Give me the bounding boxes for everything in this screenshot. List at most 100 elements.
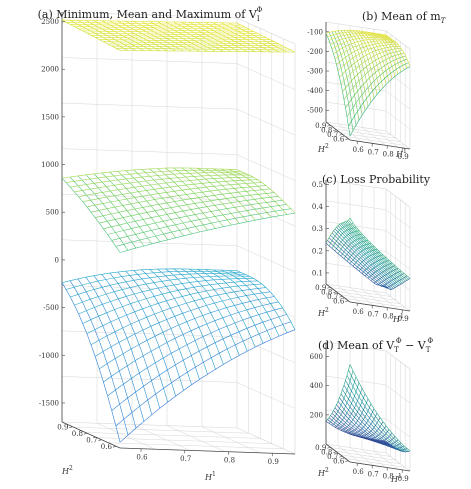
floor-gridline	[361, 449, 387, 468]
panel-d-ylabel: H2	[317, 467, 329, 478]
side-wall-gridline	[236, 108, 296, 136]
back-wall-gridline	[325, 262, 387, 273]
floor-gridline	[201, 426, 261, 454]
y-tick-label: 0.9	[315, 122, 326, 130]
panel-d-surface	[325, 364, 411, 453]
mesh-line	[115, 47, 291, 51]
panel-c-title: (c) Loss Probability	[322, 173, 431, 186]
mesh-line	[66, 22, 242, 26]
y-tick	[333, 451, 337, 454]
back-wall-gridline	[61, 239, 238, 247]
x-tick-label: 0.6	[353, 146, 365, 154]
floor-gridline	[345, 458, 406, 468]
mesh-line	[93, 275, 153, 415]
mesh-line	[82, 30, 258, 34]
y-tick	[345, 460, 349, 463]
x-tick-label: 0.9	[398, 475, 409, 483]
z-tick-label: 500	[46, 209, 59, 217]
back-wall-gridline	[325, 200, 387, 211]
mesh-line	[78, 176, 254, 197]
box-floor-edge	[325, 283, 387, 294]
back-wall-gridline	[61, 330, 238, 338]
panel-d-z-ticks: 600 400 200	[310, 353, 329, 419]
x-tick-label: 0.8	[383, 313, 394, 321]
b-surface-mesh	[325, 29, 411, 137]
mesh-line	[330, 35, 391, 45]
mesh-line	[334, 228, 396, 288]
panel-a-title: (a) Minimum, Mean and Maximum of VIΦ	[38, 6, 263, 23]
panel-b-y-ticks: 0.90.80.70.6	[315, 122, 349, 144]
floor-gridline	[335, 450, 396, 461]
x-tick-label: 0.8	[383, 151, 394, 159]
mesh-line	[94, 291, 271, 357]
mesh-line	[345, 55, 406, 109]
box-top-edge	[325, 21, 387, 32]
mesh-line	[334, 40, 396, 60]
y-axis	[325, 121, 351, 141]
mesh-line	[346, 58, 408, 118]
mesh-line	[339, 46, 400, 78]
mesh-line	[328, 33, 390, 41]
side-wall-gridline	[385, 209, 411, 229]
floor-gridline	[96, 437, 272, 444]
z-tick-label: 2000	[41, 66, 59, 74]
mesh-line	[343, 221, 405, 283]
floor-gridline	[335, 128, 396, 139]
panel-b-z-ticks: -100 -200 -300 -400 -500	[307, 28, 329, 115]
panel-c-z-ticks: 0.5 0.4 0.3 0.2 0.1	[312, 181, 329, 277]
mesh-line	[66, 169, 242, 183]
floor-gridline	[96, 422, 156, 450]
mesh-line	[343, 384, 405, 453]
y-axis	[61, 421, 121, 449]
y-tick-label: 0.6	[333, 136, 345, 144]
y-tick	[327, 286, 331, 289]
panel-d-xlabel: H1	[390, 473, 402, 484]
y-tick-label: 0.7	[327, 131, 338, 139]
y-tick	[339, 133, 343, 136]
z-tick-label: -200	[307, 48, 323, 56]
box-floor-edge	[236, 427, 296, 455]
panel-d-y-ticks: 0.90.80.70.6	[315, 444, 349, 466]
y-tick	[345, 300, 349, 303]
z-tick-label: 0.1	[312, 269, 323, 277]
mesh-line	[325, 420, 387, 442]
mean-surface	[61, 167, 296, 253]
side-wall-gridline	[236, 154, 296, 181]
mesh-line	[111, 204, 287, 241]
mesh-line	[69, 176, 129, 251]
x-tick-label: 0.6	[136, 454, 148, 462]
box-top-edge	[325, 179, 387, 190]
mesh-line	[340, 393, 402, 452]
floor-gridline	[361, 289, 387, 308]
mesh-line	[327, 240, 388, 288]
z-tick-label: 0.4	[312, 203, 324, 211]
mesh-line	[330, 415, 391, 445]
side-wall-gridline	[385, 251, 411, 270]
floor-gridline	[340, 294, 401, 305]
x-axis	[349, 139, 411, 150]
floor-gridline	[373, 451, 399, 470]
panel-c: 0.50.40.30.20.1 0.6 0.7 0.8 0.9 0.90.80.70.…	[312, 173, 431, 324]
mesh-line	[349, 364, 411, 452]
floor-gridline	[349, 287, 375, 306]
y-tick-label: 0.6	[101, 443, 113, 451]
y-tick-label: 0.8	[321, 289, 332, 297]
mesh-line	[348, 219, 409, 280]
mesh-line	[103, 41, 279, 45]
mesh-line	[90, 185, 267, 213]
mesh-line	[70, 24, 246, 28]
panel-b-title: (b) Mean of mT	[362, 10, 447, 25]
mesh-line	[119, 50, 296, 53]
mesh-line	[340, 223, 402, 285]
z-tick-label: -1000	[39, 352, 59, 360]
mesh-line	[86, 32, 262, 36]
mesh-line	[119, 212, 296, 253]
back-wall-gridline	[61, 376, 238, 383]
mesh-line	[77, 278, 137, 429]
box-top-edge	[325, 341, 387, 352]
box-floor-edge	[325, 443, 387, 454]
box-floor-edge	[385, 452, 411, 472]
x-tick-label: 0.8	[383, 473, 394, 481]
floor-gridline	[330, 125, 391, 135]
